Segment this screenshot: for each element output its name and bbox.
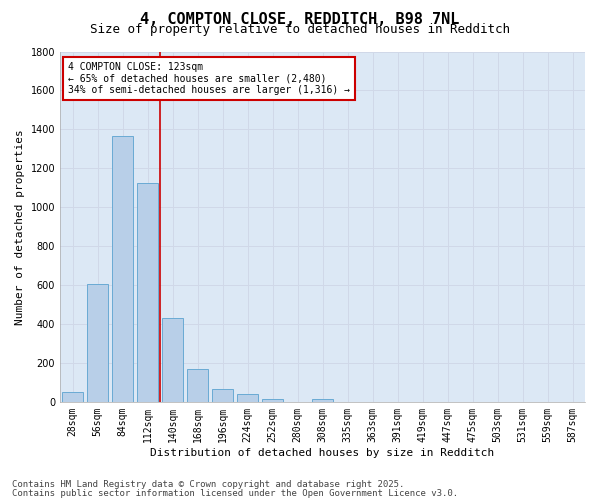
Bar bbox=[162, 318, 183, 402]
Bar bbox=[312, 399, 333, 402]
Bar bbox=[62, 392, 83, 402]
Bar bbox=[212, 389, 233, 402]
Text: Contains HM Land Registry data © Crown copyright and database right 2025.: Contains HM Land Registry data © Crown c… bbox=[12, 480, 404, 489]
Bar bbox=[262, 399, 283, 402]
Bar bbox=[87, 284, 108, 402]
Text: Contains public sector information licensed under the Open Government Licence v3: Contains public sector information licen… bbox=[12, 489, 458, 498]
Text: 4, COMPTON CLOSE, REDDITCH, B98 7NL: 4, COMPTON CLOSE, REDDITCH, B98 7NL bbox=[140, 12, 460, 28]
Text: 4 COMPTON CLOSE: 123sqm
← 65% of detached houses are smaller (2,480)
34% of semi: 4 COMPTON CLOSE: 123sqm ← 65% of detache… bbox=[68, 62, 350, 95]
Bar bbox=[112, 136, 133, 402]
Bar bbox=[137, 183, 158, 402]
Bar bbox=[187, 368, 208, 402]
Bar bbox=[237, 394, 258, 402]
Text: Size of property relative to detached houses in Redditch: Size of property relative to detached ho… bbox=[90, 24, 510, 36]
X-axis label: Distribution of detached houses by size in Redditch: Distribution of detached houses by size … bbox=[151, 448, 494, 458]
Y-axis label: Number of detached properties: Number of detached properties bbox=[15, 129, 25, 324]
